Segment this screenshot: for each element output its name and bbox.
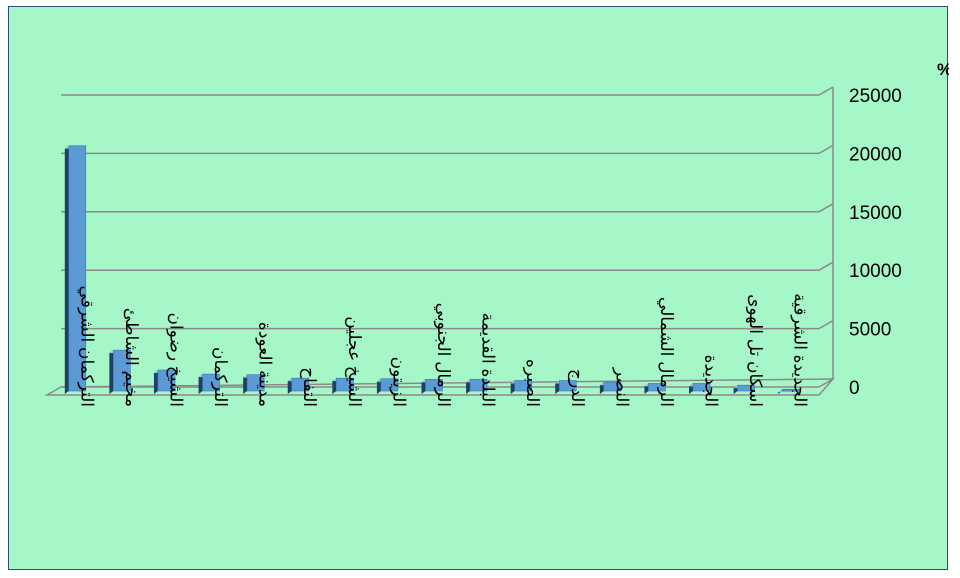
bar bbox=[64, 145, 87, 394]
bar bbox=[376, 378, 399, 394]
x-axis-labels: التركمان الشرقي مخيم الشاطئ الشيخ رضوان الت… bbox=[76, 286, 809, 407]
gridline-depth bbox=[818, 319, 834, 330]
x-category-label: الزيتون bbox=[388, 357, 408, 407]
bar-side bbox=[510, 380, 515, 394]
bar bbox=[778, 388, 800, 394]
x-category-label: الشيخ عجلين bbox=[344, 316, 364, 407]
x-category-label: التركمان الشرقي bbox=[76, 286, 96, 407]
floor bbox=[44, 378, 835, 396]
bar-side bbox=[376, 378, 381, 394]
bar-front bbox=[380, 378, 399, 392]
bar-side bbox=[555, 380, 560, 394]
bars bbox=[64, 145, 800, 394]
bar-side bbox=[243, 374, 248, 394]
bar-front bbox=[336, 377, 354, 392]
y-tick-label: 5000 bbox=[849, 320, 891, 341]
bar-side bbox=[198, 374, 203, 394]
bar bbox=[510, 380, 532, 394]
bar-front bbox=[558, 380, 577, 392]
bar bbox=[198, 373, 220, 394]
bar-side bbox=[64, 145, 69, 394]
bar bbox=[599, 381, 622, 394]
bar bbox=[243, 374, 265, 394]
bar-front bbox=[514, 380, 532, 392]
bar bbox=[287, 377, 310, 394]
y-tick-label: 10000 bbox=[849, 261, 902, 282]
gridline-depth bbox=[818, 203, 834, 213]
gridline-depth bbox=[818, 86, 834, 96]
bar-front bbox=[202, 373, 220, 392]
x-category-label: الجديدة bbox=[702, 355, 721, 407]
bar-front bbox=[737, 384, 755, 392]
bar bbox=[109, 349, 131, 394]
x-category-label: التفاح bbox=[299, 367, 319, 407]
bar-side bbox=[421, 379, 426, 394]
bar-front bbox=[113, 349, 131, 392]
bar-front bbox=[246, 374, 265, 392]
x-category-label: النصر bbox=[611, 367, 631, 407]
gridline-depth bbox=[818, 378, 834, 388]
bar-front bbox=[603, 381, 622, 392]
bar-side bbox=[287, 378, 292, 394]
bar-front bbox=[469, 379, 488, 392]
bar bbox=[555, 380, 577, 394]
x-category-label: الدرج bbox=[567, 369, 587, 407]
bar-side bbox=[332, 378, 337, 394]
bar-front bbox=[291, 377, 310, 392]
bar bbox=[332, 377, 354, 394]
x-category-label: اسكان تل الهوى bbox=[745, 294, 765, 407]
y-axis-title: عدد السكان الذكور% bbox=[937, 60, 949, 80]
bar-side bbox=[466, 379, 471, 394]
x-category-label: الصبره bbox=[522, 359, 542, 407]
bar-front bbox=[425, 379, 443, 392]
y-tick-label: 20000 bbox=[849, 144, 902, 165]
bar bbox=[466, 379, 488, 394]
y-tick-label: 0 bbox=[849, 378, 860, 399]
bar bbox=[733, 384, 755, 394]
bar bbox=[644, 383, 666, 394]
bar-front bbox=[157, 369, 176, 392]
x-category-label: البلدة القديمة bbox=[479, 313, 498, 407]
bar-front bbox=[781, 388, 800, 392]
bar bbox=[689, 383, 711, 394]
gridline-depth bbox=[818, 261, 834, 271]
y-axis-ticks: 0 5000 10000 15000 20000 25000 bbox=[849, 86, 902, 399]
bar-front bbox=[68, 145, 87, 392]
x-category-label: مخيم الشاطئ bbox=[121, 308, 141, 407]
bar-chart: عدد السكان الذكور% 0 5000 10000 15000 20000 2… bbox=[44, 60, 960, 407]
bar-front bbox=[648, 383, 666, 392]
x-category-label: الجديدة الشرقية bbox=[790, 293, 810, 407]
bar bbox=[421, 379, 443, 394]
x-category-label: التركمان bbox=[210, 347, 230, 407]
bar-front bbox=[692, 383, 711, 392]
x-category-label: الرمال الجنوبي bbox=[433, 303, 453, 407]
gridlines bbox=[44, 86, 835, 396]
gridline-depth bbox=[818, 144, 834, 155]
chart-frame: عدد السكان الذكور% 0 5000 10000 15000 20000 2… bbox=[8, 6, 960, 570]
x-category-label: الرمال الشمالي bbox=[656, 297, 676, 407]
bar-side bbox=[109, 350, 114, 394]
x-category-label: مدينة العودة bbox=[255, 322, 275, 407]
x-category-label: الشيخ رضوان bbox=[165, 312, 185, 407]
bar bbox=[153, 369, 176, 394]
y-tick-label: 15000 bbox=[849, 203, 902, 224]
y-tick-label: 25000 bbox=[849, 86, 902, 107]
bar-side bbox=[153, 369, 158, 394]
